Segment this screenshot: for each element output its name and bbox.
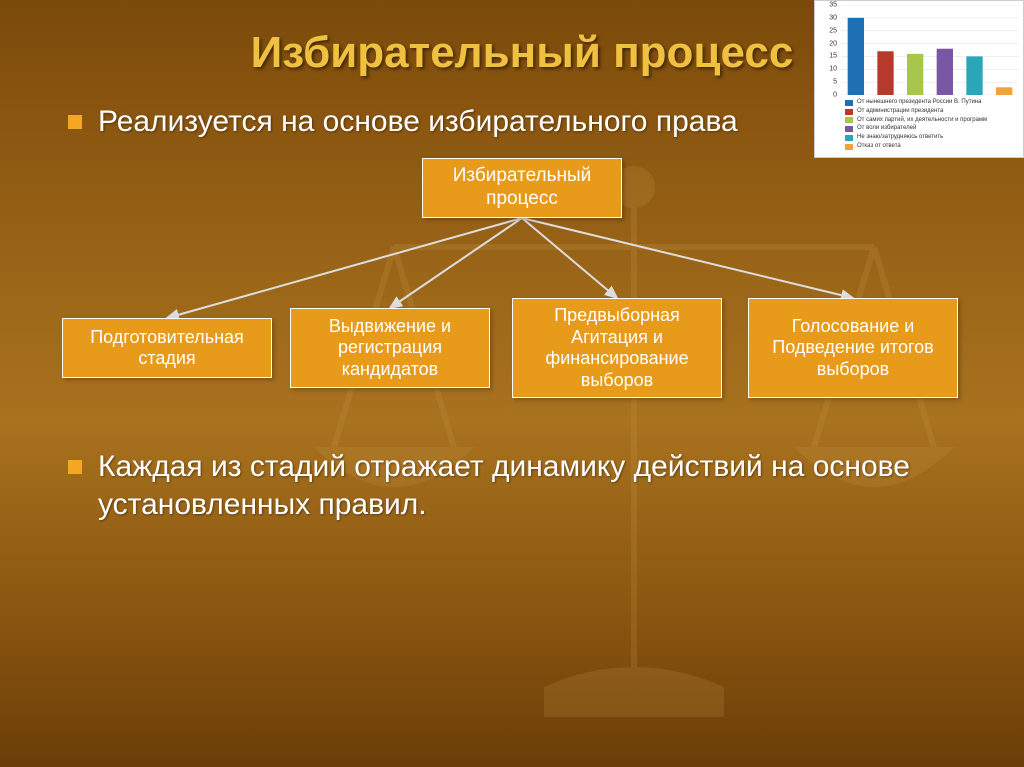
bullet-square-icon	[68, 460, 82, 474]
bullet-2-text: Каждая из стадий отражает динамику дейст…	[98, 448, 984, 523]
diagram-root: Избирательный процесс	[422, 158, 622, 218]
bullet-2: Каждая из стадий отражает динамику дейст…	[60, 448, 984, 523]
bullet-square-icon	[68, 115, 82, 129]
slide-title: Избирательный процесс	[212, 28, 832, 79]
process-diagram: Избирательный процесс Подготовительная ст…	[62, 158, 982, 418]
bullet-1-text: Реализуется на основе избирательного пра…	[98, 103, 738, 141]
diagram-child-3: Голосование и Подведение итогов выборов	[748, 298, 958, 398]
diagram-child-2: Предвыборная Агитация и финансирование в…	[512, 298, 722, 398]
bullet-1: Реализуется на основе избирательного пра…	[60, 103, 984, 141]
diagram-child-1: Выдвижение и регистрация кандидатов	[290, 308, 490, 388]
slide-content: Избирательный процесс Реализуется на осн…	[0, 0, 1024, 767]
diagram-child-0: Подготовительная стадия	[62, 318, 272, 378]
